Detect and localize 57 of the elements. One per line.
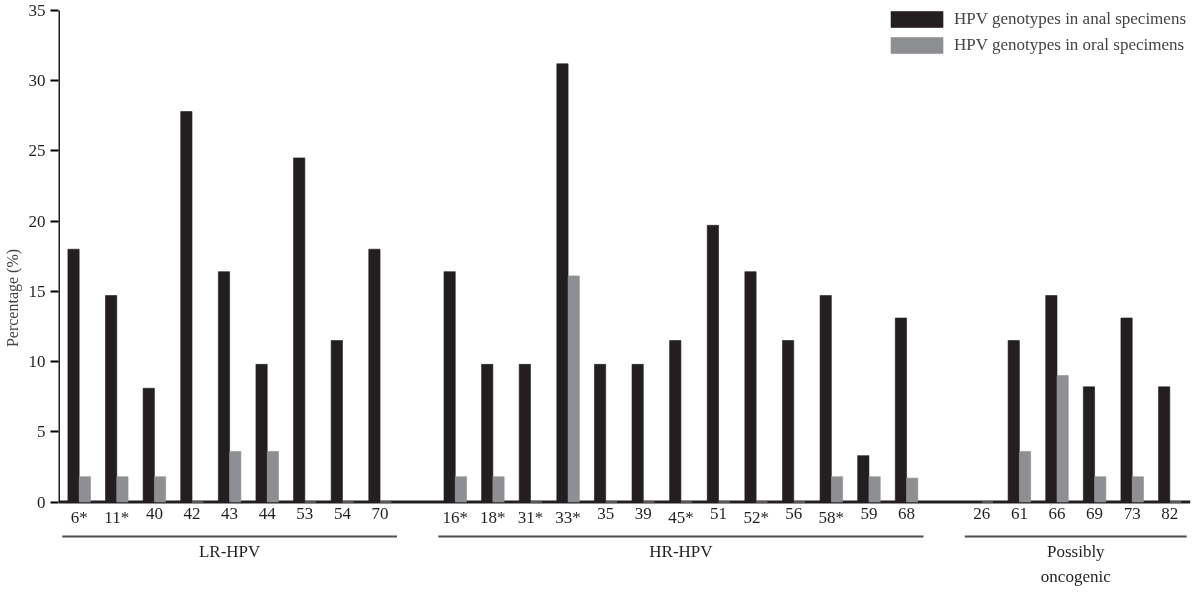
- x-tick-label: 31*: [517, 507, 544, 527]
- x-tick-label: 53: [296, 503, 314, 523]
- x-tick-label: 40: [145, 503, 163, 523]
- text: Possibly oncogenic: [1040, 542, 1112, 586]
- bar: [492, 476, 505, 503]
- x-tick-label: 56: [785, 503, 803, 523]
- bar: [116, 476, 129, 503]
- x-tick-label: 43: [221, 503, 239, 523]
- x-tick-label: 16*: [442, 507, 469, 527]
- bar: [454, 476, 467, 503]
- x-tick-label: 45*: [668, 507, 694, 527]
- x-tick-label: 54: [333, 503, 352, 523]
- x-tick-label: 26: [973, 503, 991, 523]
- x-tick-label: 51: [710, 503, 728, 523]
- legend-label: HPV genotypes in anal specimens: [954, 9, 1186, 29]
- x-tick-label: 58*: [818, 507, 845, 527]
- x-tick-label: 52*: [743, 507, 769, 527]
- bar: [154, 476, 166, 503]
- x-tick-label: 42: [183, 503, 201, 523]
- y-tick-label: 25: [28, 141, 46, 161]
- x-tick-label: 82: [1161, 503, 1179, 523]
- x-tick-label: 33*: [555, 507, 581, 527]
- x-tick-label: 61: [1010, 503, 1028, 523]
- x-tick-label: 11*: [104, 507, 130, 527]
- x-tick-label: 70: [371, 503, 389, 523]
- bar: [266, 451, 279, 503]
- bar: [831, 476, 843, 503]
- y-axis-title: Percentage (%): [3, 248, 22, 348]
- x-tick-label: 6*: [70, 507, 88, 527]
- x-tick-label: 68: [898, 503, 916, 523]
- bar: [906, 477, 919, 503]
- bar: [1131, 476, 1144, 503]
- y-tick-label: 15: [28, 281, 46, 301]
- bar: [1019, 451, 1031, 503]
- x-tick-label: 69: [1086, 503, 1104, 523]
- bar: [567, 275, 580, 503]
- x-tick-label: 66: [1048, 503, 1066, 523]
- bar: [1056, 375, 1069, 503]
- y-tick-label: 30: [28, 71, 46, 91]
- x-tick-label: 59: [860, 503, 878, 523]
- y-tick-label: 35: [28, 0, 46, 20]
- y-tick-label: 20: [28, 211, 46, 231]
- x-tick-label: 18*: [480, 507, 506, 527]
- x-tick-label: 73: [1123, 503, 1141, 523]
- y-tick-label: 10: [28, 352, 46, 372]
- bar: [78, 476, 91, 503]
- bar: [1094, 476, 1107, 503]
- legend-label: HPV genotypes in oral specimens: [954, 35, 1185, 55]
- y-tick-label: 5: [37, 422, 46, 442]
- x-tick-label: 39: [634, 503, 652, 523]
- x-tick-label: 44: [258, 503, 277, 523]
- text: LR-HPV: [198, 542, 262, 562]
- x-tick-label: 35: [597, 503, 615, 523]
- text: HR-HPV: [649, 542, 714, 562]
- bar: [229, 451, 242, 503]
- y-tick-label: 0: [37, 492, 46, 512]
- bar: [868, 476, 881, 503]
